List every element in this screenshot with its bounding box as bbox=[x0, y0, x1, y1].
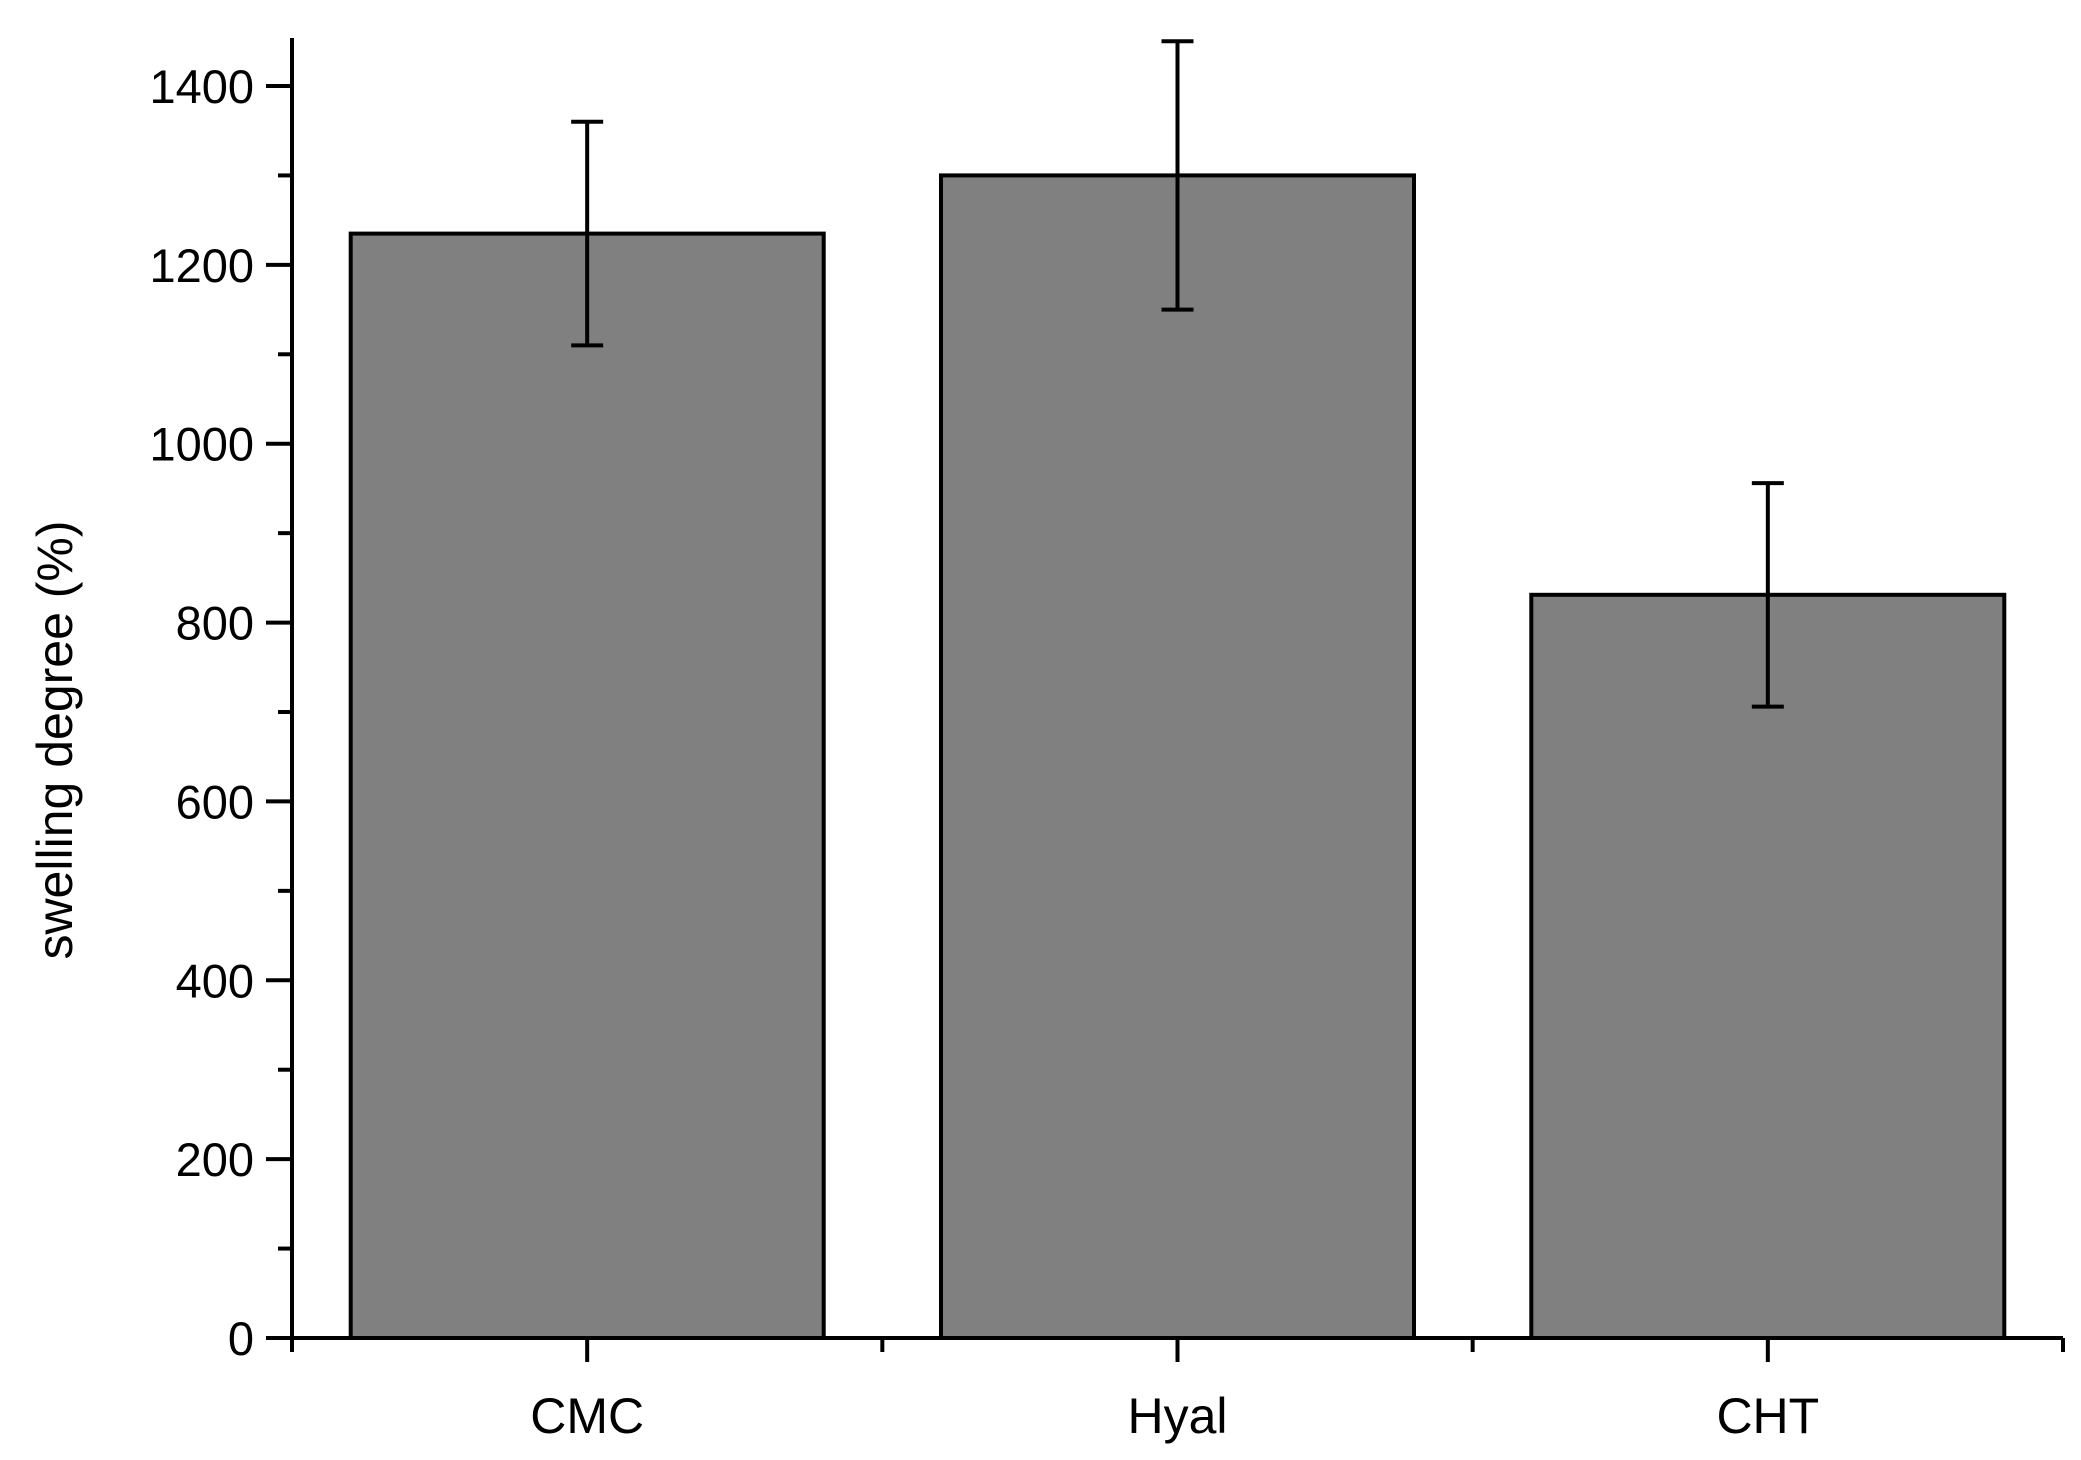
y-tick-label: 1000 bbox=[149, 418, 254, 471]
y-tick-label: 0 bbox=[228, 1312, 254, 1365]
x-tick-label-cht: CHT bbox=[1716, 1388, 1819, 1444]
bar-cmc bbox=[348, 231, 826, 1341]
y-tick-label: 1400 bbox=[149, 60, 254, 113]
y-tick-label: 1200 bbox=[149, 239, 254, 292]
bar-cht bbox=[1529, 592, 2007, 1340]
error-bar-hyal bbox=[1161, 39, 1194, 312]
y-tick-label: 200 bbox=[176, 1133, 254, 1186]
labels-layer: swelling degree (%) CMC Hyal CHT 0 200 400 600… bbox=[27, 60, 1819, 1444]
y-tick-label: 400 bbox=[176, 954, 254, 1007]
error-bar-cmc bbox=[571, 119, 604, 348]
x-tick-label-cmc: CMC bbox=[530, 1388, 644, 1444]
error-bars-layer bbox=[571, 39, 1784, 709]
axes-layer bbox=[266, 38, 2065, 1362]
bar-hyal bbox=[939, 173, 1416, 1340]
y-tick-label: 600 bbox=[176, 775, 254, 828]
y-tick-label: 800 bbox=[176, 597, 254, 650]
y-axis-title: swelling degree (%) bbox=[27, 520, 83, 959]
error-bar-cht bbox=[1751, 481, 1784, 709]
x-tick-label-hyal: Hyal bbox=[1127, 1388, 1227, 1444]
bars-layer bbox=[348, 173, 2007, 1341]
